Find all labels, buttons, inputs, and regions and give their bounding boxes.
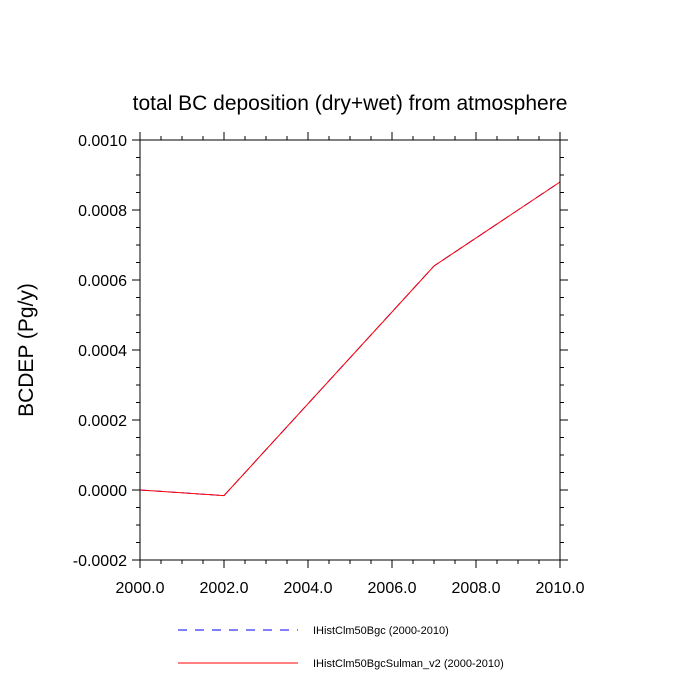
legend-label-1: IHistClm50Bgc (2000-2010) (313, 625, 449, 637)
x-tick-label: 2002.0 (200, 580, 249, 597)
y-axis-label: BCDEP (Pg/y) (15, 283, 38, 417)
legend: IHistClm50Bgc (2000-2010) IHistClm50BgcSu… (178, 625, 504, 670)
x-tick-label: 2000.0 (116, 580, 165, 597)
y-tick-label: -0.0002 (73, 553, 127, 570)
chart-title: total BC deposition (dry+wet) from atmos… (133, 92, 568, 115)
plot-frame (139, 139, 561, 561)
y-tick-label: 0.0002 (78, 413, 127, 430)
axis-ticks: 2000.0 2002.0 2004.0 2006.0 2008.0 2010.0 -0.0… (73, 132, 585, 597)
y-tick-label: 0.0010 (78, 133, 127, 150)
x-tick-label: 2008.0 (452, 580, 501, 597)
y-tick-label: 0.0008 (78, 203, 127, 220)
y-tick-label: 0.0000 (78, 483, 127, 500)
y-tick-label: 0.0004 (78, 343, 127, 360)
x-tick-label: 2006.0 (368, 580, 417, 597)
x-tick-label: 2010.0 (536, 580, 585, 597)
y-tick-label: 0.0006 (78, 273, 127, 290)
series-line-2 (139, 181, 561, 497)
x-tick-label: 2004.0 (284, 580, 333, 597)
legend-label-2: IHistClm50BgcSulman_v2 (2000-2010) (313, 658, 504, 670)
series-lines (139, 181, 561, 497)
series-line-1 (139, 181, 561, 497)
